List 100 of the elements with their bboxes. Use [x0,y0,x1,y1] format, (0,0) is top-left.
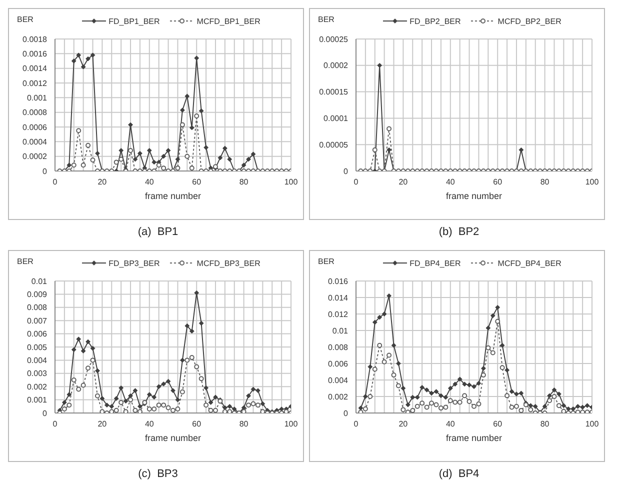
point [175,397,180,402]
legend-label: MCFD_BP4_BER [498,258,562,268]
point [156,162,162,168]
point [170,408,176,413]
point [368,364,373,370]
point [472,384,476,390]
point [246,393,251,398]
x-tick-label: 60 [493,178,503,187]
point [218,155,223,160]
point [76,336,82,342]
y-tick-label: 0.0008 [22,108,48,118]
point [377,314,382,320]
x-tick-label: 80 [540,178,550,187]
y-tick-label: 0 [42,166,48,176]
y-tick-label: 0.001 [26,94,48,103]
point [362,406,368,412]
x-tick-label: 100 [284,178,298,187]
point [90,52,96,58]
point [204,145,208,150]
point [462,382,468,387]
point [386,293,392,298]
point [260,401,266,406]
point [212,408,218,413]
point [232,406,237,412]
point [382,359,387,364]
y-tick-label: 0.008 [328,342,349,352]
point [434,402,439,408]
point [118,400,124,405]
point [71,58,76,64]
point [175,166,180,171]
point [175,406,180,412]
point [90,358,96,363]
point [362,394,368,399]
x-tick-label: 80 [540,420,550,429]
point [123,409,128,413]
point [66,162,72,168]
point [95,368,100,374]
point [434,389,439,394]
point [80,348,86,354]
point [76,128,82,134]
point [213,394,218,400]
point [547,398,552,404]
point [400,386,406,391]
point [184,323,190,328]
point [227,404,232,409]
y-axis-title: BER [318,257,334,266]
y-tick-label: 0.004 [328,376,349,385]
y-tick-label: 0.00025 [319,34,349,44]
point [250,386,256,392]
x-tick-label: 40 [446,178,456,187]
y-tick-label: 0.012 [328,310,349,319]
point [138,150,142,156]
point [241,409,246,413]
y-tick-label: 0.001 [26,396,48,405]
y-tick-label: 0.016 [328,276,349,286]
y-tick-label: 0.0001 [324,114,349,124]
point [138,404,142,409]
y-tick-label: 0.0012 [22,78,48,88]
point [405,402,410,408]
x-tick-label: 40 [144,178,154,187]
point [250,152,256,157]
point [495,304,500,310]
legend-label: FD_BP2_BER [410,16,461,26]
point [495,318,500,324]
point [66,402,72,408]
y-tick-label: 0.008 [26,303,48,312]
x-tick-label: 80 [239,420,249,429]
point [86,366,91,371]
point [152,160,157,165]
point [86,56,90,62]
point [368,394,373,399]
y-tick-label: 0 [42,408,48,418]
point [146,392,152,397]
point [198,320,204,326]
point [556,403,562,408]
legend-label: MCFD_BP1_BER [196,16,260,26]
x-tick-label: 0 [52,420,58,429]
point [80,382,86,388]
point [132,156,138,162]
point [241,162,246,168]
legend-label: FD_BP1_BER [108,16,160,26]
point [504,393,510,398]
point [528,407,534,412]
point [222,146,228,151]
y-tick-label: 0.007 [26,316,48,326]
point [204,402,209,408]
point [575,404,580,409]
point [486,345,491,350]
point [400,407,406,412]
point [372,366,378,372]
x-tick-label: 60 [192,420,202,429]
point [118,156,124,162]
point [194,290,200,296]
point [204,385,208,390]
point [386,352,392,358]
point [386,126,392,132]
point [504,368,510,373]
point [184,358,190,363]
point [62,406,67,412]
point [227,156,232,162]
